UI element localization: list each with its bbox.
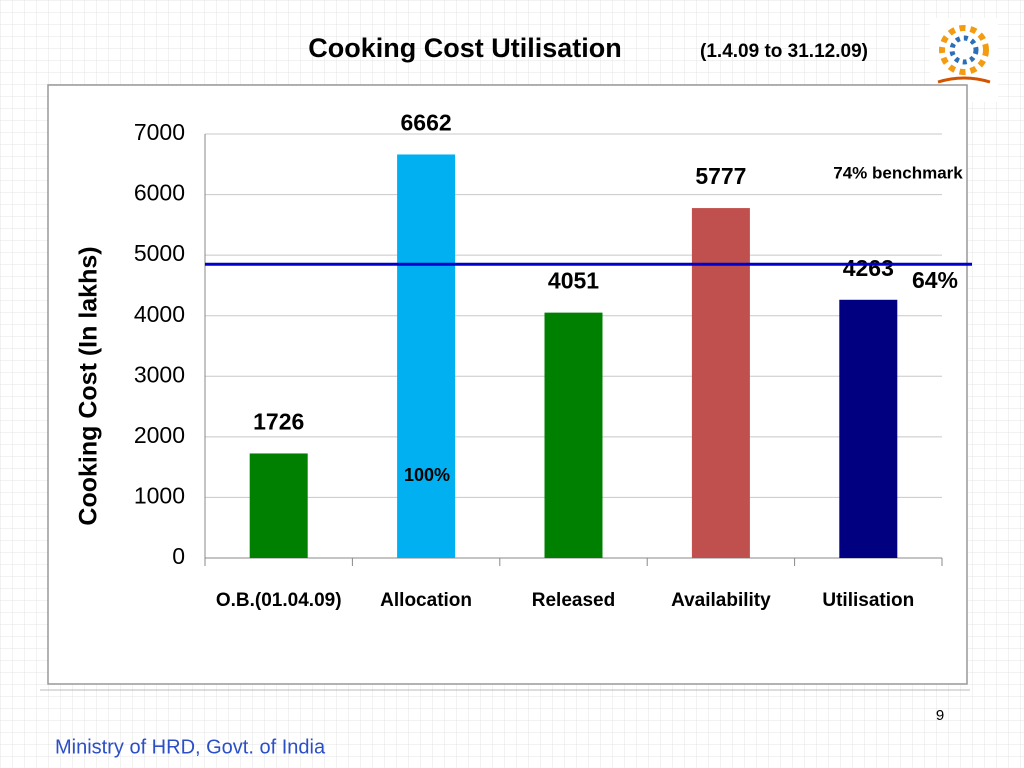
- data-label: 1726: [253, 409, 304, 435]
- annotation: 64%: [912, 267, 958, 293]
- chart-subtitle: (1.4.09 to 31.12.09): [700, 41, 868, 62]
- y-tick-label: 2000: [134, 422, 185, 448]
- data-label: 4051: [548, 268, 599, 294]
- footer-organization: Ministry of HRD, Govt. of India: [55, 736, 326, 758]
- y-axis-label: Cooking Cost (In lakhs): [75, 246, 103, 525]
- chart-title: Cooking Cost Utilisation: [308, 33, 622, 63]
- annotation: 74% benchmark: [833, 163, 963, 182]
- data-label: 6662: [401, 110, 452, 136]
- y-tick-label: 0: [172, 543, 185, 569]
- y-tick-label: 4000: [134, 301, 185, 327]
- bar: [397, 154, 456, 558]
- x-tick-label: Availability: [671, 590, 771, 611]
- y-tick-label: 6000: [134, 180, 185, 206]
- bar: [691, 208, 750, 558]
- annotation: 100%: [404, 465, 450, 485]
- data-label: 5777: [695, 163, 746, 189]
- bar: [544, 312, 603, 558]
- bar: [839, 299, 898, 558]
- x-tick-label: Utilisation: [822, 590, 914, 611]
- y-tick-label: 1000: [134, 483, 185, 509]
- bar: [249, 453, 308, 558]
- data-label: 4263: [843, 255, 894, 281]
- y-tick-label: 5000: [134, 240, 185, 266]
- x-tick-label: Allocation: [380, 590, 472, 611]
- chart-frame: [47, 84, 968, 685]
- x-tick-label: Released: [532, 590, 615, 611]
- y-tick-label: 7000: [134, 119, 185, 145]
- x-tick-label: O.B.(01.04.09): [216, 590, 342, 611]
- y-tick-label: 3000: [134, 361, 185, 387]
- page-number: 9: [936, 707, 944, 724]
